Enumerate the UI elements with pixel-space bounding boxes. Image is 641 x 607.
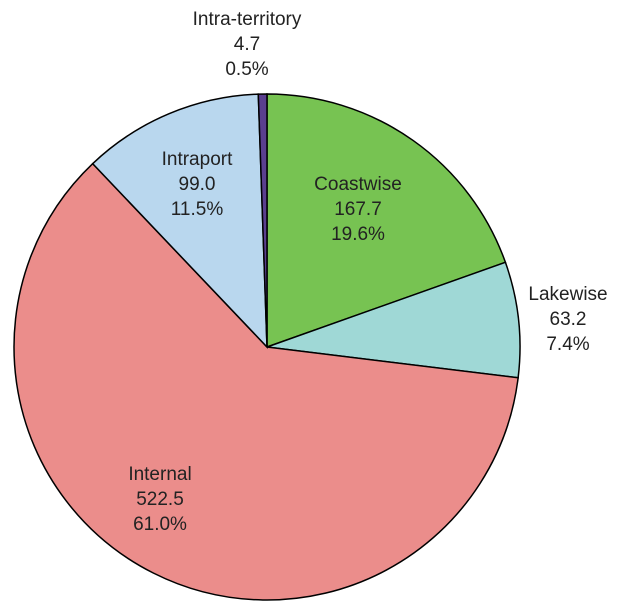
pie-slice: [91, 93, 268, 349]
slice-value: 63.2: [550, 309, 587, 330]
slice-label: Lakewise: [528, 284, 607, 305]
pie-slice: [266, 261, 521, 379]
slice-percent: 7.4%: [546, 334, 589, 355]
slice-percent: 0.5%: [225, 59, 268, 80]
slice-label: Intraport: [162, 149, 233, 170]
slice-label: Intra-territory: [193, 9, 302, 30]
pie-slice: [13, 162, 519, 601]
slice-value: 99.0: [179, 174, 216, 195]
slice-percent: 61.0%: [133, 514, 187, 535]
slice-percent: 19.6%: [331, 224, 385, 245]
slice-label: Internal: [128, 464, 191, 485]
slice-value: 167.7: [334, 199, 382, 220]
slice-value: 4.7: [234, 34, 260, 55]
slice-percent: 11.5%: [171, 199, 224, 220]
slice-value: 522.5: [136, 489, 184, 510]
pie-slice: [266, 93, 507, 349]
slice-label: Coastwise: [314, 174, 402, 195]
pie-slice: [257, 93, 268, 348]
